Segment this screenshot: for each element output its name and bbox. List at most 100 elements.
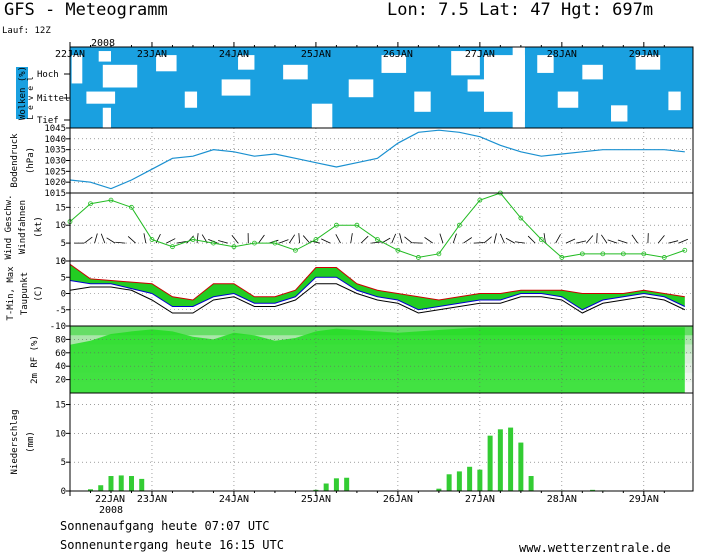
wind-barb (335, 234, 341, 244)
precipitation-bar (118, 475, 124, 491)
windbarb-axis-title: Windfahnen (18, 200, 28, 254)
x-label-top: 24JAN (219, 49, 249, 60)
y-tick-label: 20 (55, 376, 66, 386)
precipitation-bar (128, 476, 134, 491)
precipitation-bar (344, 477, 350, 491)
x-label-bottom: 29JAN (629, 494, 659, 505)
y-tick-label: 60 (55, 349, 66, 359)
pressure-axis-title: Bodendruck (10, 133, 20, 188)
wind-barb (555, 234, 561, 244)
cloud-gap (71, 55, 83, 84)
wind-barb (678, 238, 689, 244)
wind-barb (483, 236, 492, 244)
cloud-gap (98, 51, 111, 62)
y-tick-label: 80 (55, 335, 66, 345)
wind-speed-point (375, 237, 380, 242)
wind-barb (186, 235, 194, 244)
y-tick-label: 40 (55, 362, 66, 372)
temperature-unit: (C) (34, 285, 44, 301)
wind-barb (527, 235, 536, 244)
wind-barb (127, 236, 136, 244)
humidity-axis-title: 2m RF (%) (30, 335, 40, 384)
y-tick-label: 10 (55, 257, 66, 267)
cloud-gap (451, 51, 480, 76)
cloud-gap (283, 64, 308, 80)
precipitation-bar (467, 466, 473, 491)
wind-barb (176, 240, 187, 244)
wind-barb (543, 233, 546, 244)
x-label-top: 27JAN (465, 49, 495, 60)
precipitation-unit: (mm) (26, 431, 36, 453)
y-tick-label: 15 (55, 203, 66, 213)
wind-barb (371, 241, 382, 244)
wind-speed-point (313, 237, 319, 242)
precipitation-bar (590, 489, 596, 491)
y-tick-label: 10 (55, 221, 66, 231)
x-label-top: 28JAN (547, 49, 577, 60)
precipitation-bar (477, 469, 483, 491)
wind-speed-point (334, 222, 339, 228)
tmin-line (69, 276, 686, 311)
x-label-top: 29JAN (629, 49, 659, 60)
wind-barb (321, 238, 331, 244)
cloud-gap (311, 103, 333, 128)
wind-speed-point (518, 215, 524, 221)
model-run: Lauf: 12Z (2, 26, 51, 36)
wind-barb (350, 233, 353, 244)
wind-barb (100, 233, 106, 244)
wind-barb (576, 240, 587, 244)
cloud-gap (238, 55, 255, 70)
cloud-gap (102, 64, 138, 88)
cloud-gap (557, 91, 579, 108)
panel-frame (69, 127, 694, 194)
website-link[interactable]: www.wetterzentrale.de (519, 541, 671, 553)
y-tick-label: 1025 (44, 167, 66, 177)
cloud-gap (156, 55, 177, 72)
precipitation-bar (436, 488, 442, 491)
wind-barb (493, 233, 497, 244)
wind-barb (94, 233, 98, 244)
precipitation-bar (323, 483, 329, 491)
wind-speed-point (415, 255, 421, 260)
y-tick-label: 1020 (44, 178, 66, 188)
wind-barb (166, 238, 176, 244)
year-label: 2008 (91, 38, 115, 49)
wind-speed-point (272, 240, 278, 246)
y-tick-label: 0 (61, 257, 66, 267)
y-tick-label: 1030 (44, 157, 66, 167)
x-label-year: 2008 (99, 505, 123, 516)
temperature-axis-title: T-Min, Max (6, 266, 16, 321)
wind-barb (607, 239, 618, 244)
sunrise-text: Sonnenaufgang heute 07:07 UTC (60, 519, 270, 533)
wind-barb (596, 233, 598, 244)
cloud-gap (537, 55, 554, 73)
y-tick-label: -5 (55, 306, 66, 316)
wind-speed-point (682, 247, 688, 253)
y-tick-label: 0 (61, 487, 66, 497)
y-tick-label: 15 (55, 401, 66, 411)
wind-speed-point (456, 222, 462, 228)
sunset-text: Sonnenuntergang heute 16:15 UTC (60, 538, 284, 552)
wind-speed-point (661, 255, 667, 260)
cloud-level-label: Hoch (37, 70, 59, 80)
wind-barb (505, 237, 515, 244)
cloud-gap (582, 64, 603, 80)
x-label-bottom: 25JAN (301, 494, 331, 505)
pressure-line (69, 129, 685, 190)
x-label-bottom: 27JAN (465, 494, 495, 505)
wind-barb (196, 233, 199, 244)
wind-barb (391, 233, 397, 244)
wind-speed-point (252, 240, 257, 246)
wind-speed-line (69, 192, 685, 258)
panel-frame (69, 192, 694, 262)
cloud-gap (414, 91, 431, 112)
y-tick-label: 5 (61, 239, 66, 249)
wind-speed-point (88, 201, 93, 207)
wind-barb (514, 241, 526, 244)
tmax-line (69, 263, 685, 301)
wind-barb (473, 242, 484, 244)
y-tick-label: 10 (55, 429, 66, 439)
wind-barb (218, 240, 228, 244)
precipitation-bar (456, 471, 462, 491)
